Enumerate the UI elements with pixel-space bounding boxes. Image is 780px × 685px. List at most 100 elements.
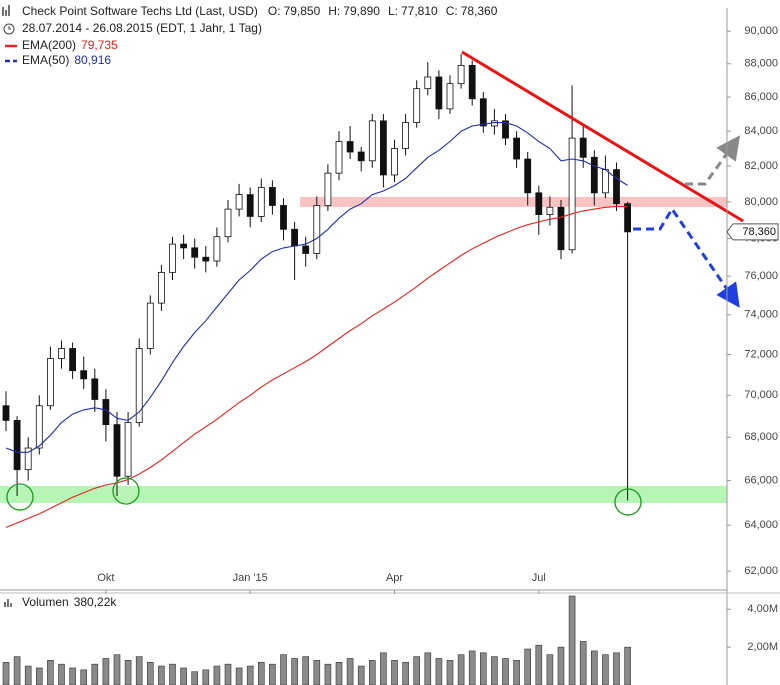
volume-title: Volumen 380,22k bbox=[22, 595, 117, 609]
y-tick-label: 74,000 bbox=[744, 309, 778, 321]
candle-body bbox=[58, 348, 65, 359]
volume-bar bbox=[80, 669, 87, 685]
y-tick-label: 82,000 bbox=[744, 160, 778, 172]
volume-bar bbox=[457, 654, 465, 685]
y-tick-label: 80,000 bbox=[744, 196, 778, 208]
quote-value: 77,810 bbox=[401, 4, 438, 18]
ema-line bbox=[5, 122, 628, 453]
volume-bar bbox=[346, 658, 354, 685]
subtitle: 28.07.2014 - 26.08.2015 (EDT, 1 Jahr, 1 … bbox=[22, 21, 262, 35]
x-tick-label: Jan '15 bbox=[233, 572, 268, 584]
volume-bar bbox=[557, 646, 565, 685]
quote-name: C: bbox=[446, 4, 458, 18]
y-tick-label: 62,000 bbox=[744, 565, 778, 577]
candle-body bbox=[502, 120, 509, 139]
candle-body bbox=[180, 243, 188, 249]
candle-body bbox=[391, 148, 398, 176]
candle-body bbox=[91, 378, 99, 400]
volume-bar bbox=[579, 641, 587, 685]
candle-body bbox=[568, 137, 576, 251]
quote-name: H: bbox=[328, 4, 340, 18]
volume-bar bbox=[402, 661, 409, 685]
candle-body bbox=[435, 76, 443, 110]
volume-bar bbox=[446, 660, 454, 685]
candle-body bbox=[224, 208, 232, 238]
x-tick-label: Apr bbox=[386, 572, 403, 584]
volume-icon bbox=[4, 599, 12, 607]
low-marker bbox=[6, 483, 34, 511]
volume-bar bbox=[246, 665, 254, 685]
candle-body bbox=[213, 236, 221, 262]
candle-body bbox=[69, 348, 76, 372]
y-tick-label: 86,000 bbox=[744, 91, 778, 103]
header: Check Point Software Techs Ltd (Last, US… bbox=[2, 4, 498, 35]
ema-line bbox=[5, 205, 628, 528]
scenario-arrow bbox=[633, 206, 740, 308]
legend: EMA(200) 79,735 EMA(50) 80,916 bbox=[5, 38, 118, 67]
plot-area bbox=[2, 53, 631, 528]
volume-bar bbox=[113, 654, 121, 685]
candle-body bbox=[546, 206, 554, 215]
y-tick-label: 64,000 bbox=[744, 519, 778, 531]
y-tick-label: 68,000 bbox=[744, 431, 778, 443]
quote-name: O: bbox=[268, 4, 281, 18]
volume-bar bbox=[613, 652, 620, 685]
volume-bar bbox=[391, 660, 398, 685]
candle-body bbox=[146, 302, 154, 349]
volume-bar bbox=[47, 660, 54, 685]
candle-body bbox=[468, 65, 476, 100]
volume-bar bbox=[491, 656, 498, 685]
candle-body bbox=[368, 120, 376, 162]
volume-bar bbox=[158, 665, 165, 685]
volume-bar bbox=[69, 667, 76, 685]
volume-bar bbox=[468, 650, 476, 685]
volume-bar bbox=[169, 663, 176, 685]
low-marker bbox=[614, 488, 642, 516]
y-tick-label: 90,000 bbox=[744, 25, 778, 37]
volume-bar bbox=[124, 660, 132, 685]
trend-line bbox=[461, 50, 744, 223]
volume-bar bbox=[147, 661, 154, 685]
candle-body bbox=[513, 137, 520, 160]
volume-bar bbox=[24, 665, 32, 685]
volume-bar bbox=[235, 667, 243, 685]
volume-bar bbox=[535, 644, 543, 685]
chart-icon bbox=[2, 5, 10, 16]
y-tick-label: 70,000 bbox=[744, 389, 778, 401]
candle-body bbox=[235, 194, 243, 210]
volume-bar bbox=[424, 652, 432, 685]
volume-bar bbox=[524, 648, 532, 685]
candle-body bbox=[135, 348, 143, 423]
volume-name: Volumen bbox=[22, 595, 69, 609]
candle-body bbox=[402, 122, 410, 149]
candle-body bbox=[557, 206, 565, 251]
resistance-band bbox=[300, 197, 727, 207]
quote-name: L: bbox=[388, 4, 398, 18]
last-price-box bbox=[726, 223, 779, 241]
candle-body bbox=[291, 228, 299, 247]
candle-body bbox=[2, 405, 10, 421]
volume-bar bbox=[624, 646, 631, 685]
volume-bar bbox=[380, 652, 387, 685]
volume-bar bbox=[35, 667, 43, 685]
last-price-label: 78,360 bbox=[742, 226, 776, 238]
candle-body bbox=[302, 245, 310, 254]
volume-bar bbox=[102, 658, 110, 685]
legend-entry: EMA(200) 79,735 bbox=[22, 38, 118, 52]
support-band bbox=[0, 486, 727, 503]
volume-bar bbox=[180, 667, 187, 685]
title: Check Point Software Techs Ltd (Last, US… bbox=[22, 4, 258, 18]
volume-bar bbox=[135, 656, 143, 685]
volume-bar bbox=[546, 654, 554, 685]
candle-body bbox=[602, 169, 609, 194]
candle-body bbox=[202, 256, 210, 262]
volume-bar bbox=[513, 660, 520, 685]
candle-body bbox=[191, 247, 199, 258]
candle-body bbox=[113, 424, 121, 477]
legend-entry: EMA(50) 80,916 bbox=[22, 53, 111, 67]
volume-bar bbox=[602, 654, 609, 685]
volume-bar bbox=[313, 660, 321, 685]
legend-name: EMA(50) bbox=[22, 53, 69, 67]
volume-bar bbox=[368, 660, 376, 685]
candle-body bbox=[424, 76, 432, 90]
